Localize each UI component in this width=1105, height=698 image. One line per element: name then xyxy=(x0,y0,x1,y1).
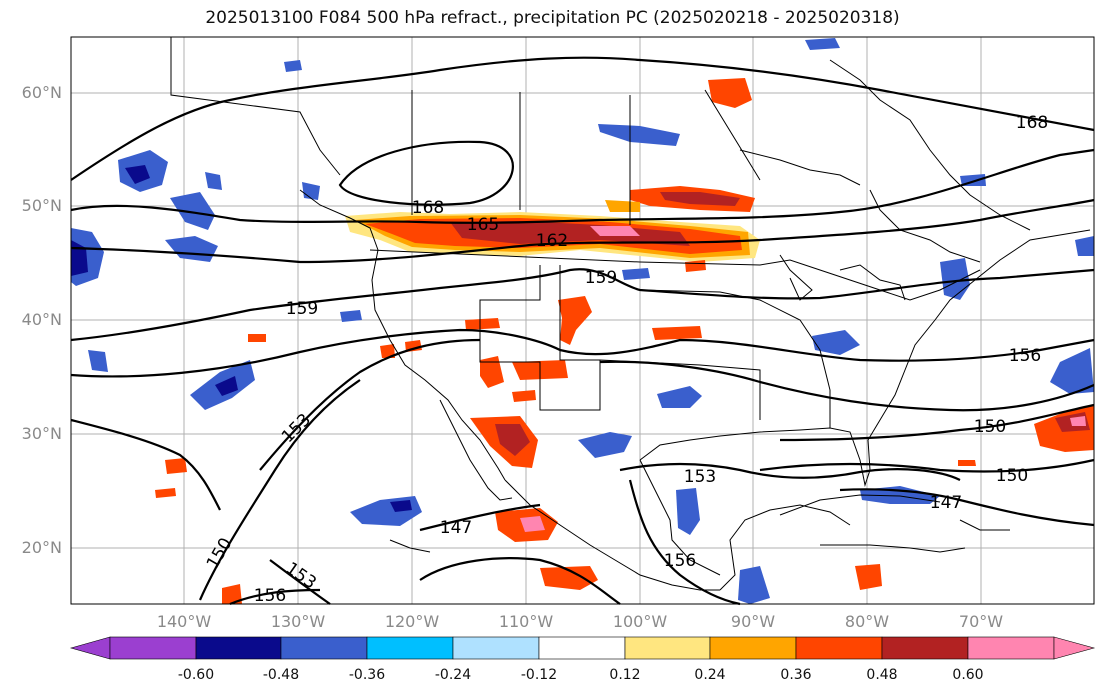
colorbar xyxy=(69,636,1096,660)
contour-label: 162 xyxy=(536,231,568,251)
lon-label-120w: 120°W xyxy=(384,612,440,631)
contour-156-south xyxy=(628,479,741,606)
lat-label-60n: 60°N xyxy=(21,83,62,102)
contour-156 xyxy=(70,328,1095,378)
colorbar-min-arrow xyxy=(69,636,111,660)
lat-label-30n: 30°N xyxy=(21,424,62,443)
contour-label: 153 xyxy=(684,467,716,487)
contour-153-south xyxy=(619,462,961,481)
contour-168-wide xyxy=(70,56,1095,181)
contour-153 xyxy=(259,338,1095,471)
contour-label: 156 xyxy=(664,551,696,571)
colorbar-tick-label: 0.60 xyxy=(952,667,984,683)
contour-label: 150 xyxy=(996,466,1028,486)
contour-label: 156 xyxy=(1009,346,1041,366)
lat-label-40n: 40°N xyxy=(21,310,62,329)
colorbar-tick-label: 0.12 xyxy=(609,667,641,683)
colorbar-tick-label: -0.60 xyxy=(177,667,215,683)
colorbar-tick-label: -0.12 xyxy=(520,667,558,683)
lon-label-130w: 130°W xyxy=(270,612,326,631)
neg-area-pacific-e xyxy=(170,192,215,230)
contour-label: 165 xyxy=(467,215,499,235)
contour-150-south xyxy=(759,458,1095,473)
colorbar-tick-label: 0.36 xyxy=(780,667,812,683)
contour-156-sw xyxy=(229,588,321,606)
contour-loop-sw xyxy=(70,418,221,511)
contour-label: 168 xyxy=(1016,113,1048,133)
lon-label-110w: 110°W xyxy=(498,612,554,631)
contour-147 xyxy=(419,488,1095,532)
colorbar-tick-label: 0.24 xyxy=(694,667,726,683)
contour-label: 147 xyxy=(440,518,472,538)
contour-168-north xyxy=(338,140,514,206)
lat-label-20n: 20°N xyxy=(21,538,62,557)
colorbar-tick-label: 0.48 xyxy=(866,667,898,683)
lat-label-50n: 50°N xyxy=(21,196,62,215)
contour-label: 168 xyxy=(412,198,444,218)
contour-label: 147 xyxy=(930,493,962,513)
map-title: 2025013100 F084 500 hPa refract., precip… xyxy=(205,8,900,28)
contour-162 xyxy=(70,198,1095,264)
contour-153-sw xyxy=(269,559,331,605)
colorbar-tick-label: -0.48 xyxy=(262,667,300,683)
colorbar-tick-label: -0.24 xyxy=(434,667,472,683)
lon-label-70w: 70°W xyxy=(958,612,1004,631)
contour-label: 156 xyxy=(254,586,286,606)
height-contours xyxy=(70,56,1095,606)
colorbar-tick-label: -0.36 xyxy=(348,667,386,683)
contour-150 xyxy=(198,379,1095,601)
colorbar-max-arrow xyxy=(1053,636,1096,660)
contour-159 xyxy=(70,268,1095,342)
coastlines-borders xyxy=(170,37,1091,591)
contour-label: 150 xyxy=(974,417,1006,437)
lon-label-80w: 80°W xyxy=(844,612,890,631)
contour-label: 159 xyxy=(286,299,318,319)
contour-label: 159 xyxy=(585,268,617,288)
lon-label-100w: 100°W xyxy=(612,612,668,631)
lon-label-140w: 140°W xyxy=(156,612,212,631)
lon-label-90w: 90°W xyxy=(730,612,776,631)
contour-loop-south xyxy=(419,557,621,605)
map-border xyxy=(70,36,1095,605)
contour-165 xyxy=(70,148,1095,224)
